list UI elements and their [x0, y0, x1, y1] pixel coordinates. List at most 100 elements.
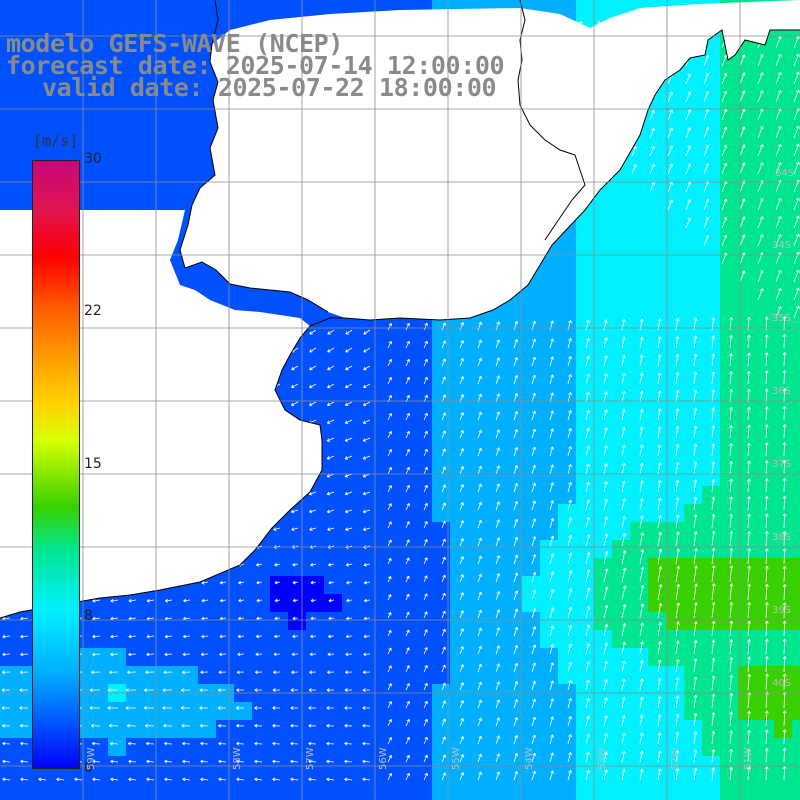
wind-arrow — [56, 777, 65, 782]
wind-speed-cell — [342, 774, 361, 793]
lon-label: 51W — [743, 747, 754, 770]
wind-arrow — [477, 573, 483, 583]
wind-speed-cell — [558, 342, 577, 361]
wind-speed-cell — [684, 504, 703, 523]
wind-speed-cell — [576, 414, 595, 433]
wind-speed-cell — [108, 666, 127, 685]
wind-speed-cell — [18, 18, 37, 37]
wind-speed-cell — [612, 522, 631, 541]
wind-speed-cell — [522, 756, 541, 775]
wind-speed-cell — [324, 594, 343, 613]
wind-speed-cell — [612, 450, 631, 469]
wind-arrow — [328, 562, 335, 567]
wind-speed-cell — [126, 72, 145, 91]
wind-speed-cell — [558, 306, 577, 325]
wind-arrow — [2, 634, 11, 639]
wind-speed-cell — [162, 630, 181, 649]
wind-speed-cell — [108, 630, 127, 649]
wind-speed-cell — [288, 738, 307, 757]
wind-arrow — [757, 72, 764, 85]
wind-speed-cell — [72, 36, 91, 55]
wind-speed-cell — [198, 774, 217, 793]
wind-speed-cell — [792, 36, 800, 55]
wind-arrow — [459, 340, 464, 349]
wind-arrow — [764, 513, 769, 529]
wind-arrow — [603, 481, 608, 493]
wind-arrow — [2, 652, 11, 657]
wind-speed-cell — [594, 450, 613, 469]
wind-arrow — [793, 161, 800, 175]
wind-arrow — [567, 606, 573, 619]
wind-speed-cell — [144, 648, 163, 667]
wind-speed-cell — [720, 414, 739, 433]
wind-speed-cell — [108, 90, 127, 109]
wind-speed-cell — [576, 396, 595, 415]
wind-arrow — [219, 634, 227, 639]
wind-arrow — [782, 565, 787, 583]
wind-speed-cell — [252, 612, 271, 631]
wind-speed-cell — [144, 108, 163, 127]
wind-arrow — [703, 162, 710, 175]
wind-speed-cell — [0, 162, 19, 181]
wind-arrow — [603, 463, 608, 475]
wind-speed-cell — [486, 738, 505, 757]
wind-speed-cell — [0, 144, 19, 163]
wind-arrow — [782, 388, 787, 403]
wind-speed-cell — [18, 666, 37, 685]
wind-speed-cell — [90, 774, 109, 793]
wind-arrow — [310, 634, 317, 639]
wind-arrow — [92, 777, 101, 782]
wind-arrow — [639, 515, 644, 529]
wind-arrow — [621, 427, 626, 439]
wind-speed-cell — [270, 666, 289, 685]
wind-speed-cell — [36, 54, 55, 73]
wind-speed-cell — [756, 306, 775, 325]
wind-arrow — [308, 777, 317, 782]
wind-speed-cell — [684, 612, 703, 631]
wind-arrow — [693, 767, 698, 781]
wind-arrow — [764, 710, 769, 727]
wind-speed-cell — [558, 774, 577, 793]
wind-speed-cell — [396, 792, 415, 800]
wind-speed-cell — [648, 288, 667, 307]
wind-speed-cell — [378, 360, 397, 379]
wind-arrow — [423, 539, 428, 547]
wind-arrow — [387, 539, 392, 547]
wind-speed-cell — [72, 18, 91, 37]
wind-arrow — [585, 624, 591, 637]
wind-arrow — [721, 162, 728, 175]
wind-arrow — [549, 392, 554, 403]
wind-speed-cell — [108, 738, 127, 757]
wind-speed-cell — [180, 144, 199, 163]
wind-arrow — [729, 748, 733, 763]
wind-arrow — [711, 425, 716, 439]
wind-speed-cell — [414, 378, 433, 397]
wind-arrow — [531, 716, 536, 727]
wind-speed-cell — [594, 504, 613, 523]
wind-arrow — [657, 390, 662, 403]
wind-arrow — [363, 652, 371, 657]
wind-arrow — [657, 602, 663, 619]
wind-arrow — [513, 572, 519, 583]
wind-arrow — [764, 406, 769, 421]
wind-speed-cell — [540, 396, 559, 415]
wind-arrow — [477, 627, 482, 637]
wind-speed-cell — [108, 162, 127, 181]
wind-speed-cell — [414, 612, 433, 631]
wind-speed-cell — [612, 720, 631, 739]
wind-speed-cell — [630, 594, 649, 613]
wind-speed-cell — [666, 630, 685, 649]
wind-arrow — [441, 484, 446, 493]
wind-arrow — [308, 688, 317, 692]
wind-speed-cell — [144, 144, 163, 163]
wind-speed-cell — [792, 126, 800, 145]
wind-arrow — [729, 513, 734, 529]
wind-speed-cell — [504, 378, 523, 397]
wind-arrow — [477, 681, 482, 691]
wind-speed-cell — [702, 612, 721, 631]
wind-arrow — [108, 723, 119, 728]
wind-arrow — [110, 777, 119, 782]
wind-speed-cell — [504, 612, 523, 631]
wind-speed-cell — [72, 72, 91, 91]
wind-speed-cell — [468, 702, 487, 721]
